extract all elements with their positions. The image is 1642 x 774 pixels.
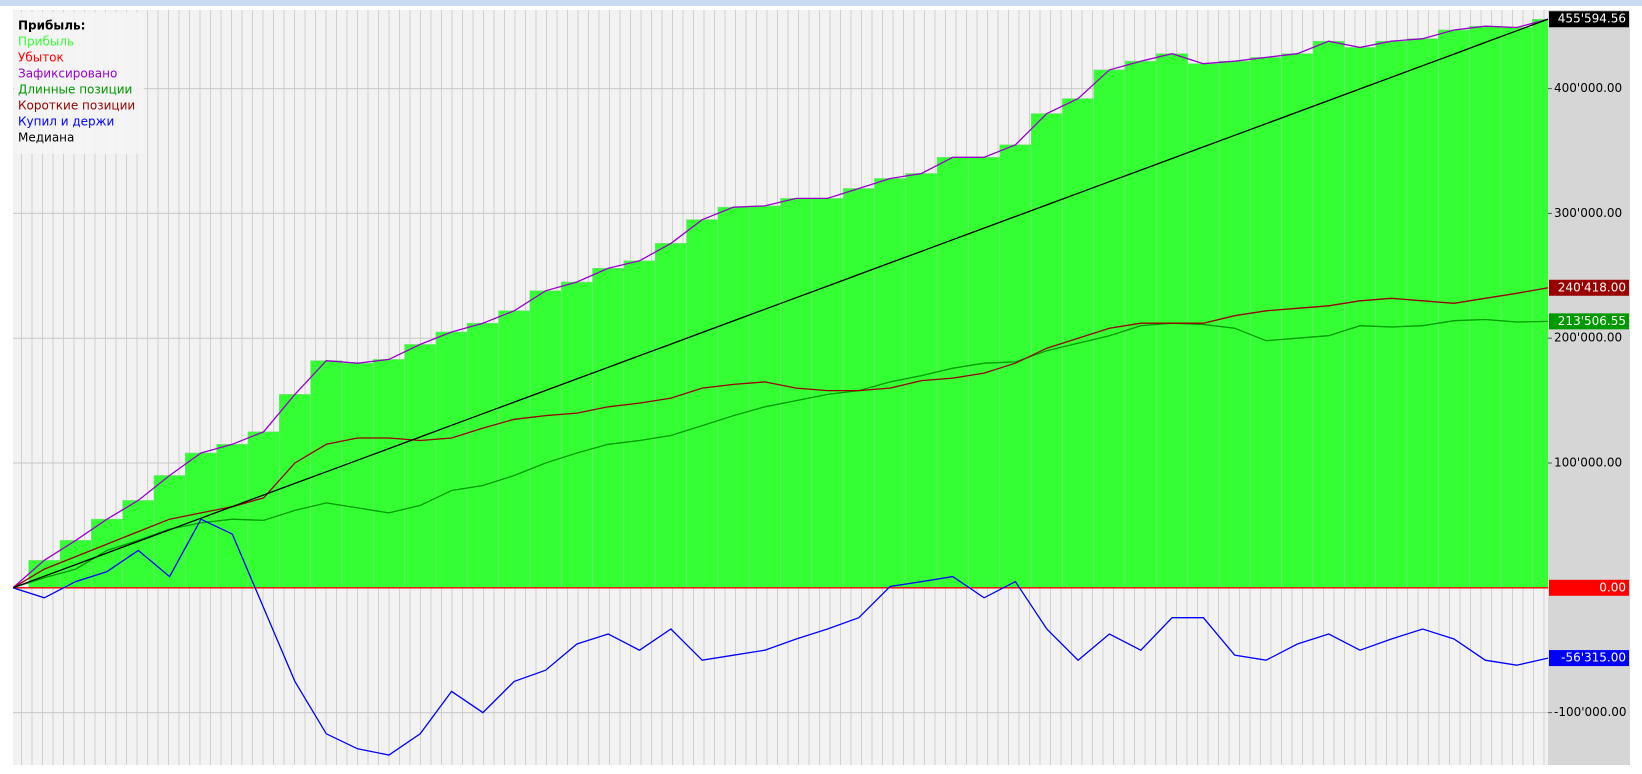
- value-tag: [1549, 313, 1629, 330]
- legend-entry: Зафиксировано: [18, 67, 117, 81]
- series-layer: [13, 18, 1548, 756]
- legend-entry: Купил и держи: [18, 115, 114, 129]
- value-tag-label: 0.00: [1599, 580, 1626, 594]
- value-tag: [1549, 279, 1629, 296]
- profit-bar: [623, 260, 656, 589]
- profit-bar: [216, 443, 249, 589]
- y-tick-label: 400'000.00: [1554, 81, 1622, 95]
- legend: Прибыль: Прибыль Убыток Зафиксировано Длинн…: [14, 12, 144, 154]
- value-tag-label: 240'418.00: [1558, 280, 1626, 294]
- y-tick-label: -100'000.00: [1554, 705, 1627, 719]
- y-tick-label: 100'000.00: [1554, 456, 1622, 470]
- profit-bar: [874, 178, 907, 589]
- profit-bar: [1469, 25, 1502, 589]
- profit-bar: [372, 359, 405, 589]
- series-line: [13, 18, 1548, 589]
- profit-bar: [435, 331, 468, 589]
- value-tag: [1549, 11, 1629, 28]
- profit-bar: [780, 198, 813, 589]
- profit-bar: [278, 394, 311, 589]
- profit-bar: [1344, 47, 1377, 589]
- profit-bar: [560, 281, 593, 589]
- profit-bar: [1218, 60, 1251, 589]
- profit-bar: [1250, 57, 1283, 589]
- profit-bar: [529, 290, 562, 589]
- profit-bar: [404, 344, 437, 589]
- axis: -100'000.00 100'000.00 200'000.00 300'000.0…: [1548, 11, 1629, 719]
- profit-bar: [341, 362, 374, 589]
- legend-entry: Прибыль: [18, 35, 74, 49]
- legend-entry: Длинные позиции: [18, 83, 132, 97]
- value-tag: [1549, 579, 1629, 596]
- y-tick-label: 300'000.00: [1554, 206, 1622, 220]
- profit-bar: [1406, 38, 1439, 589]
- profit-bar: [1375, 40, 1408, 589]
- value-tag-label: -56'315.00: [1561, 651, 1626, 665]
- legend-entry: Медиана: [18, 131, 74, 145]
- series-line: [13, 18, 1548, 589]
- frame-top: [0, 0, 1642, 6]
- profit-bar: [1532, 18, 1548, 589]
- y-tick-label: 200'000.00: [1554, 331, 1622, 345]
- legend-title: Прибыль:: [18, 19, 85, 33]
- profit-bar: [936, 156, 969, 589]
- value-tag-label: 213'506.55: [1558, 314, 1626, 328]
- legend-box: [14, 12, 144, 154]
- value-tag: [1549, 650, 1629, 667]
- series-line: [13, 518, 1548, 756]
- profit-bar: [153, 475, 186, 589]
- profit-bar: [1312, 40, 1345, 589]
- profit-bar: [1438, 29, 1470, 589]
- value-tag-label: 455'594.56: [1558, 12, 1626, 26]
- profit-bar: [717, 206, 750, 589]
- profit-bar: [1281, 53, 1314, 589]
- profit-bar: [654, 243, 687, 589]
- profit-bar: [592, 268, 625, 589]
- axis-panel: [1548, 10, 1630, 765]
- legend-entry: Короткие позиции: [18, 99, 135, 113]
- profit-bar: [247, 431, 280, 589]
- profit-bar: [498, 310, 531, 589]
- series-line: [13, 287, 1548, 589]
- legend-entry: Убыток: [18, 51, 64, 65]
- profit-bar: [1500, 27, 1533, 589]
- profit-bar: [686, 219, 719, 589]
- profit-bar: [748, 205, 781, 589]
- series-line: [13, 318, 1548, 589]
- profit-bar: [466, 322, 499, 589]
- profit-bar: [310, 360, 343, 589]
- profit-bar: [1156, 53, 1189, 589]
